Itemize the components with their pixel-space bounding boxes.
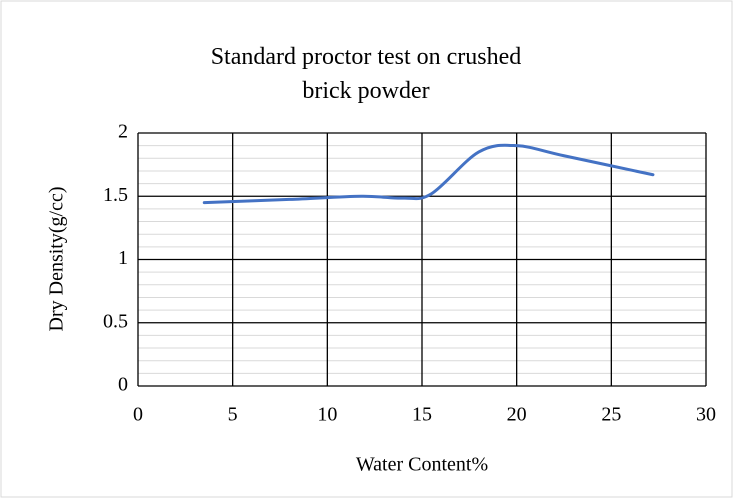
x-tick-label: 25 bbox=[601, 404, 621, 426]
y-tick-label: 0 bbox=[118, 374, 128, 396]
x-tick-label: 10 bbox=[317, 404, 337, 426]
x-tick-label: 0 bbox=[133, 404, 143, 426]
x-tick-label: 5 bbox=[228, 404, 238, 426]
x-tick-label: 15 bbox=[412, 404, 432, 426]
y-axis-label: Dry Density(g/cc) bbox=[46, 187, 68, 332]
y-tick-label: 2 bbox=[118, 121, 128, 143]
data-line bbox=[202, 143, 655, 205]
chart-title: Standard proctor test on crushed brick p… bbox=[210, 44, 522, 104]
y-tick-label: 1 bbox=[118, 247, 128, 269]
x-tick-label: 30 bbox=[696, 404, 716, 426]
x-axis-label: Water Content% bbox=[356, 454, 488, 476]
y-tick-label: 0.5 bbox=[103, 310, 128, 332]
x-tick-label: 20 bbox=[507, 404, 527, 426]
y-tick-label: 1.5 bbox=[103, 184, 128, 206]
